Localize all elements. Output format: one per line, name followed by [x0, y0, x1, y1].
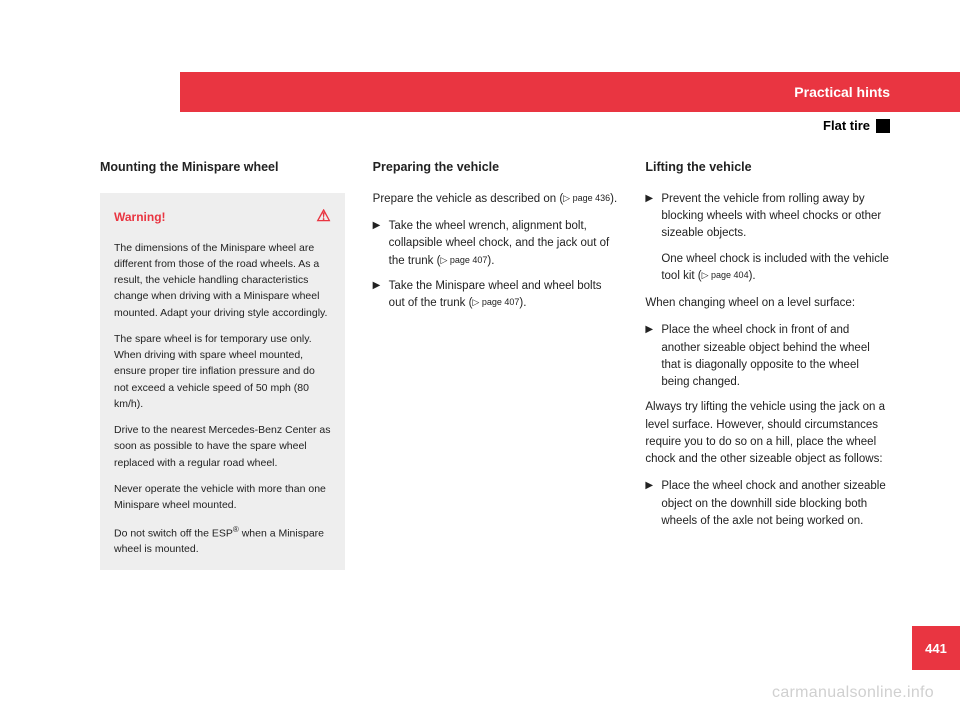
text: One wheel chock is included with the veh…: [661, 253, 889, 282]
warning-p3: Drive to the nearest Mercedes-Benz Cente…: [114, 422, 331, 471]
col3-heading: Lifting the vehicle: [645, 158, 890, 177]
warning-icon: ⚠: [316, 205, 330, 230]
column-2: Preparing the vehicle Prepare the vehicl…: [373, 158, 618, 570]
text: Prepare the vehicle as described on (: [373, 193, 564, 205]
bullet-text: Place the wheel chock and another sizeab…: [661, 478, 890, 530]
subsection-title: Flat tire: [823, 118, 870, 133]
col3-p1: One wheel chock is included with the veh…: [645, 251, 890, 286]
bullet-text: Prevent the vehicle from rolling away by…: [661, 191, 890, 243]
column-1: Mounting the Minispare wheel Warning! ⚠ …: [100, 158, 345, 570]
bullet-icon: ▶: [645, 322, 661, 391]
column-3: Lifting the vehicle ▶ Prevent the vehicl…: [645, 158, 890, 570]
col2-bullet-1: ▶ Take the wheel wrench, alignment bolt,…: [373, 218, 618, 270]
col3-bullet-1: ▶ Prevent the vehicle from rolling away …: [645, 191, 890, 243]
section-title: Practical hints: [794, 84, 890, 100]
col2-p1: Prepare the vehicle as described on (▷ p…: [373, 191, 618, 208]
bullet-text: Place the wheel chock in front of and an…: [661, 322, 890, 391]
bullet-icon: ▶: [645, 478, 661, 530]
page-ref: ▷ page 407: [440, 255, 487, 265]
text: ).: [487, 255, 494, 267]
col2-heading: Preparing the vehicle: [373, 158, 618, 177]
col3-bullet-2: ▶ Place the wheel chock in front of and …: [645, 322, 890, 391]
watermark: carmanualsonline.info: [772, 684, 934, 702]
page-ref: ▷ page 404: [702, 270, 749, 280]
bullet-icon: ▶: [373, 278, 389, 313]
content-columns: Mounting the Minispare wheel Warning! ⚠ …: [100, 158, 890, 570]
bullet-icon: ▶: [645, 191, 661, 243]
warning-p1: The dimensions of the Minispare wheel ar…: [114, 240, 331, 321]
col3-p2: When changing wheel on a level surface:: [645, 295, 890, 312]
text: ).: [519, 297, 526, 309]
subsection-marker-icon: [876, 119, 890, 133]
col3-bullet-3: ▶ Place the wheel chock and another size…: [645, 478, 890, 530]
page-ref: ▷ page 407: [472, 297, 519, 307]
bullet-text: Take the Minispare wheel and wheel bolts…: [389, 278, 618, 313]
text: ).: [610, 193, 617, 205]
warning-p4: Never operate the vehicle with more than…: [114, 481, 331, 514]
warning-box: Warning! ⚠ The dimensions of the Minispa…: [100, 193, 345, 570]
page-number-tab: 441: [912, 626, 960, 670]
section-header: Practical hints: [180, 72, 960, 112]
bullet-icon: ▶: [373, 218, 389, 270]
col2-bullet-2: ▶ Take the Minispare wheel and wheel bol…: [373, 278, 618, 313]
bullet-text: Take the wheel wrench, alignment bolt, c…: [389, 218, 618, 270]
subsection-header: Flat tire: [823, 118, 890, 133]
col3-p3: Always try lifting the vehicle using the…: [645, 399, 890, 468]
text: ).: [749, 270, 756, 282]
warning-label: Warning!: [114, 208, 166, 227]
warning-p2: The spare wheel is for temporary use onl…: [114, 331, 331, 412]
text: Take the wheel wrench, alignment bolt, c…: [389, 220, 610, 267]
warning-p5: Do not switch off the ESP® when a Minisp…: [114, 524, 331, 558]
warning-title-row: Warning! ⚠: [114, 205, 331, 230]
col1-heading: Mounting the Minispare wheel: [100, 158, 345, 177]
page-number: 441: [925, 641, 947, 656]
page-ref: ▷ page 436: [563, 193, 610, 203]
manual-page: Practical hints Flat tire Mounting the M…: [0, 0, 960, 720]
